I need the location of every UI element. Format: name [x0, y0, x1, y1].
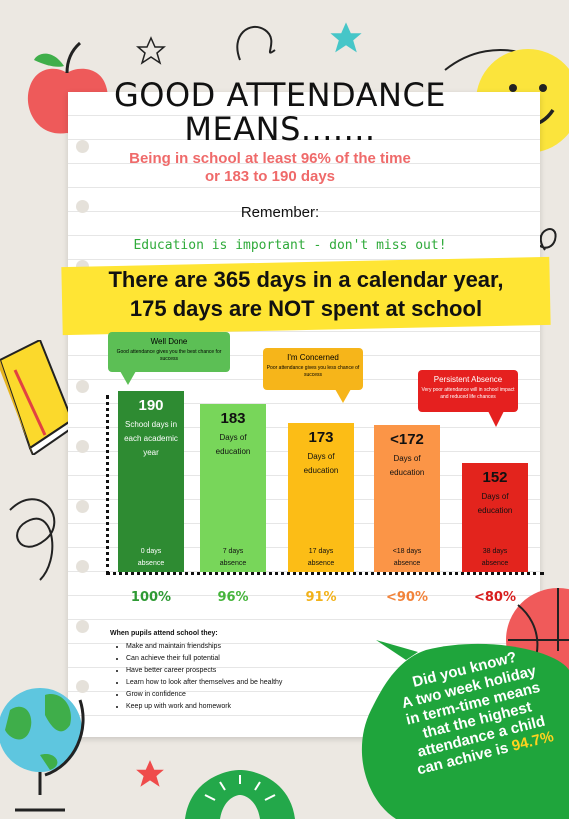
page-hole — [76, 680, 89, 693]
bubble-well-done: Well Done Good attendance gives you the … — [108, 332, 230, 372]
subtitle-line-1: Being in school at least 96% of the time — [129, 150, 411, 167]
bubble-title: Well Done — [150, 337, 188, 346]
star-icon — [136, 36, 166, 65]
chart-bar: 183 Days of education 7 days absence — [200, 404, 266, 572]
bubble-tail — [488, 411, 504, 427]
bubble-tail — [120, 371, 136, 385]
bubble-title: Persistent Absence — [433, 375, 503, 384]
title-line-1: GOOD ATTENDANCE — [113, 76, 447, 114]
bar-description-label: Days of education — [389, 454, 425, 477]
chart-bar: <172 Days of education <18 days absence — [374, 425, 440, 572]
attendance-percentage: <90% — [385, 590, 428, 605]
bubble-text: Good attendance gives you the best chanc… — [116, 349, 222, 362]
notebook-page — [68, 92, 540, 737]
page-hole — [76, 380, 89, 393]
bar-value-label: 152 — [482, 469, 508, 486]
list-item: Keep up with work and homework — [126, 701, 390, 713]
banner-text: There are 365 days in a calendar year, 1… — [66, 265, 546, 323]
page-title: GOOD ATTENDANCE MEANS....... — [90, 78, 470, 146]
chart-bar: 152 Days of education 38 days absence — [462, 463, 528, 572]
bar-absence-label: <18 days absence — [392, 548, 422, 567]
chart-bar: 190 School days in each academic year 0 da… — [118, 391, 184, 572]
bubble-title: I'm Concerned — [287, 353, 339, 362]
benefits-heading: When pupils attend school they: — [110, 630, 218, 637]
bar-absence-label: 0 days absence — [137, 548, 165, 567]
bubble-persistent-absence: Persistent Absence Very poor attendance … — [418, 370, 518, 412]
bar-description-label: Days of education — [215, 433, 251, 456]
benefits-list: When pupils attend school they: Make and… — [110, 630, 390, 713]
chart-bar: 173 Days of education 17 days absence — [288, 423, 354, 572]
subtitle: Being in school at least 96% of the time… — [110, 150, 430, 186]
remember-label: Remember: — [240, 204, 320, 221]
attendance-percentage: 96% — [217, 590, 249, 605]
attendance-chart: 190 School days in each academic year 0 da… — [106, 391, 544, 575]
title-line-2: MEANS....... — [184, 110, 376, 148]
page-hole — [76, 500, 89, 513]
teal-star-icon — [330, 22, 362, 53]
list-item: Grow in confidence — [126, 689, 390, 701]
bar-value-label: 173 — [308, 429, 334, 446]
bubble-tail — [335, 389, 351, 403]
bubble-concerned: I'm Concerned Poor attendance gives you … — [263, 348, 363, 390]
bubble-text: Very poor attendance will in school impa… — [421, 387, 515, 400]
red-star-icon — [136, 760, 164, 787]
page-hole — [76, 560, 89, 573]
page-hole — [76, 200, 89, 213]
education-message: Education is important - don't miss out! — [133, 238, 447, 253]
bar-value-label: <172 — [390, 431, 424, 448]
chart-axis-bottom — [106, 572, 544, 575]
attendance-percentage: 91% — [305, 590, 337, 605]
bubble-text: Poor attendance gives you less chance of… — [266, 365, 360, 378]
bar-description-label: Days of education — [303, 452, 339, 475]
list-item: Have better career prospects — [126, 665, 390, 677]
bar-value-label: 190 — [138, 397, 164, 414]
page-hole — [76, 140, 89, 153]
list-item: Make and maintain friendships — [126, 641, 390, 653]
globe-icon — [0, 688, 85, 812]
protractor-icon — [185, 770, 295, 819]
list-item: Learn how to look after themselves and b… — [126, 677, 390, 689]
page-hole — [76, 440, 89, 453]
bar-description-label: Days of education — [477, 492, 513, 515]
attendance-percentage: <80% — [473, 590, 516, 605]
bar-absence-label: 38 days absence — [481, 548, 509, 567]
book-icon — [0, 340, 72, 455]
page-hole — [76, 620, 89, 633]
did-you-know-bubble — [361, 640, 569, 819]
subtitle-line-2: or 183 to 190 days — [204, 168, 336, 185]
attendance-percentage: 100% — [130, 590, 172, 605]
banner-line-2: 175 days are NOT spent at school — [129, 296, 483, 321]
banner-line-1: There are 365 days in a calendar year, — [108, 267, 504, 292]
bar-absence-label: 7 days absence — [219, 548, 247, 567]
list-item: Can achieve their full potential — [126, 653, 390, 665]
bar-value-label: 183 — [220, 410, 246, 427]
chart-axis-left — [106, 395, 109, 575]
bar-absence-label: 17 days absence — [307, 548, 335, 567]
bar-description-label: School days in each academic year — [124, 420, 178, 457]
